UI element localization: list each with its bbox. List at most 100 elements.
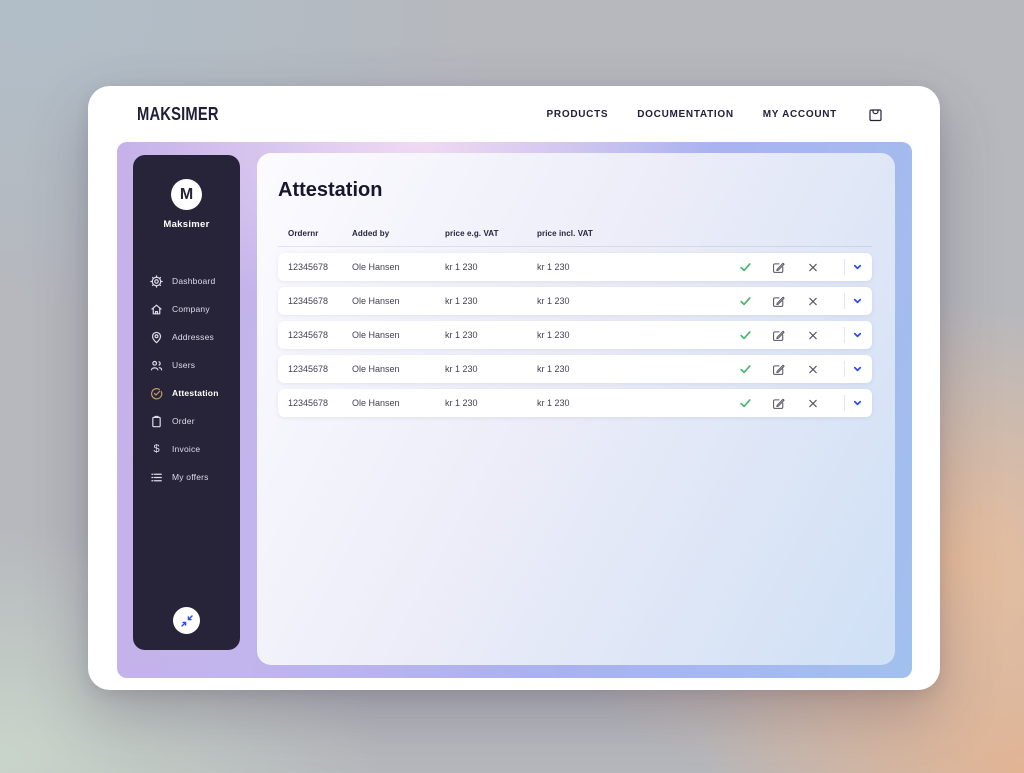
row-actions-divider xyxy=(844,293,845,309)
sidebar-brand-name: Maksimer xyxy=(163,219,210,230)
edit-icon[interactable] xyxy=(772,295,785,308)
check-circle-icon xyxy=(150,387,163,400)
sidebar-item-invoice[interactable]: $ Invoice xyxy=(133,435,240,463)
approve-check-icon[interactable] xyxy=(739,261,752,274)
edit-icon[interactable] xyxy=(772,363,785,376)
cell-ordernr: 12345678 xyxy=(288,296,329,306)
approve-check-icon[interactable] xyxy=(739,397,752,410)
home-icon xyxy=(150,303,163,316)
row-actions-divider xyxy=(844,361,845,377)
location-pin-icon xyxy=(150,331,163,344)
table-row: 12345678 Ole Hansen kr 1 230 kr 1 230 xyxy=(278,321,872,349)
sidebar-item-label: Dashboard xyxy=(172,276,216,286)
edit-icon[interactable] xyxy=(772,329,785,342)
column-header-price-incl-vat: price incl. VAT xyxy=(537,229,593,238)
sidebar-item-label: Order xyxy=(172,416,195,426)
x-icon[interactable] xyxy=(806,397,819,410)
cell-ordernr: 12345678 xyxy=(288,262,329,272)
chevron-down-icon[interactable] xyxy=(851,363,864,376)
sidebar-menu: Dashboard Company xyxy=(133,267,240,491)
dollar-icon: $ xyxy=(153,442,160,455)
cell-price-ex-vat: kr 1 230 xyxy=(445,262,478,272)
column-header-ordernr: Ordernr xyxy=(288,229,319,238)
row-actions-divider xyxy=(844,327,845,343)
cell-added-by: Ole Hansen xyxy=(352,262,400,272)
cell-price-incl-vat: kr 1 230 xyxy=(537,364,570,374)
top-bar: MAKSIMER PRODUCTS DOCUMENTATION MY ACCOU… xyxy=(88,86,940,142)
users-icon xyxy=(150,359,163,372)
brand-logo: MAKSIMER xyxy=(137,103,219,124)
cell-ordernr: 12345678 xyxy=(288,398,329,408)
x-icon[interactable] xyxy=(806,329,819,342)
chevron-down-icon[interactable] xyxy=(851,261,864,274)
sidebar-item-order[interactable]: Order xyxy=(133,407,240,435)
table-header: Ordernr Added by price e.g. VAT price in… xyxy=(278,227,872,247)
row-actions-divider xyxy=(844,259,845,275)
sidebar-item-addresses[interactable]: Addresses xyxy=(133,323,240,351)
column-header-added-by: Added by xyxy=(352,229,390,238)
edit-icon[interactable] xyxy=(772,397,785,410)
sidebar-item-label: My offers xyxy=(172,472,209,482)
cell-ordernr: 12345678 xyxy=(288,330,329,340)
sidebar-item-label: Addresses xyxy=(172,332,214,342)
table-row: 12345678 Ole Hansen kr 1 230 kr 1 230 xyxy=(278,355,872,383)
cell-added-by: Ole Hansen xyxy=(352,330,400,340)
sidebar: M Maksimer Dashboard xyxy=(133,155,240,650)
cell-price-incl-vat: kr 1 230 xyxy=(537,262,570,272)
cell-price-ex-vat: kr 1 230 xyxy=(445,296,478,306)
table-body: 12345678 Ole Hansen kr 1 230 kr 1 230 12… xyxy=(278,253,872,417)
top-navigation: PRODUCTS DOCUMENTATION MY ACCOUNT xyxy=(547,105,940,123)
table-row: 12345678 Ole Hansen kr 1 230 kr 1 230 xyxy=(278,253,872,281)
cell-price-ex-vat: kr 1 230 xyxy=(445,330,478,340)
clipboard-icon xyxy=(150,415,163,428)
cell-ordernr: 12345678 xyxy=(288,364,329,374)
nav-documentation[interactable]: DOCUMENTATION xyxy=(637,108,734,120)
sidebar-footer xyxy=(173,607,200,634)
sidebar-item-label: Users xyxy=(172,360,196,370)
sidebar-item-label: Attestation xyxy=(172,388,219,398)
x-icon[interactable] xyxy=(806,261,819,274)
table-row: 12345678 Ole Hansen kr 1 230 kr 1 230 xyxy=(278,287,872,315)
nav-products[interactable]: PRODUCTS xyxy=(546,108,609,120)
collapse-arrows-icon xyxy=(180,614,193,627)
edit-icon[interactable] xyxy=(772,261,785,274)
sidebar-item-label: Invoice xyxy=(172,444,201,454)
cell-price-incl-vat: kr 1 230 xyxy=(537,296,570,306)
attestation-table: Ordernr Added by price e.g. VAT price in… xyxy=(278,227,872,423)
sidebar-item-attestation[interactable]: Attestation xyxy=(133,379,240,407)
cell-price-ex-vat: kr 1 230 xyxy=(445,398,478,408)
avatar: M xyxy=(171,179,202,210)
shopping-bag-icon[interactable] xyxy=(866,105,884,123)
x-icon[interactable] xyxy=(806,295,819,308)
list-icon xyxy=(150,471,163,484)
cell-added-by: Ole Hansen xyxy=(352,364,400,374)
cell-added-by: Ole Hansen xyxy=(352,296,400,306)
x-icon[interactable] xyxy=(806,363,819,376)
approve-check-icon[interactable] xyxy=(739,295,752,308)
row-actions-divider xyxy=(844,395,845,411)
sidebar-item-dashboard[interactable]: Dashboard xyxy=(133,267,240,295)
main-content: Attestation Ordernr Added by price e.g. … xyxy=(257,153,895,665)
collapse-sidebar-button[interactable] xyxy=(173,607,200,634)
cell-price-incl-vat: kr 1 230 xyxy=(537,398,570,408)
cell-price-ex-vat: kr 1 230 xyxy=(445,364,478,374)
cell-added-by: Ole Hansen xyxy=(352,398,400,408)
sidebar-item-my-offers[interactable]: My offers xyxy=(133,463,240,491)
sidebar-item-label: Company xyxy=(172,304,210,314)
page-title: Attestation xyxy=(278,179,383,201)
approve-check-icon[interactable] xyxy=(739,363,752,376)
table-row: 12345678 Ole Hansen kr 1 230 kr 1 230 xyxy=(278,389,872,417)
chevron-down-icon[interactable] xyxy=(851,329,864,342)
gear-icon xyxy=(150,274,163,288)
app-window: MAKSIMER PRODUCTS DOCUMENTATION MY ACCOU… xyxy=(88,86,940,690)
nav-my-account[interactable]: MY ACCOUNT xyxy=(762,108,837,120)
chevron-down-icon[interactable] xyxy=(851,397,864,410)
cell-price-incl-vat: kr 1 230 xyxy=(537,330,570,340)
sidebar-item-company[interactable]: Company xyxy=(133,295,240,323)
chevron-down-icon[interactable] xyxy=(851,295,864,308)
approve-check-icon[interactable] xyxy=(739,329,752,342)
sidebar-item-users[interactable]: Users xyxy=(133,351,240,379)
column-header-price-ex-vat: price e.g. VAT xyxy=(445,229,499,238)
workspace-panel: M Maksimer Dashboard xyxy=(117,142,912,678)
